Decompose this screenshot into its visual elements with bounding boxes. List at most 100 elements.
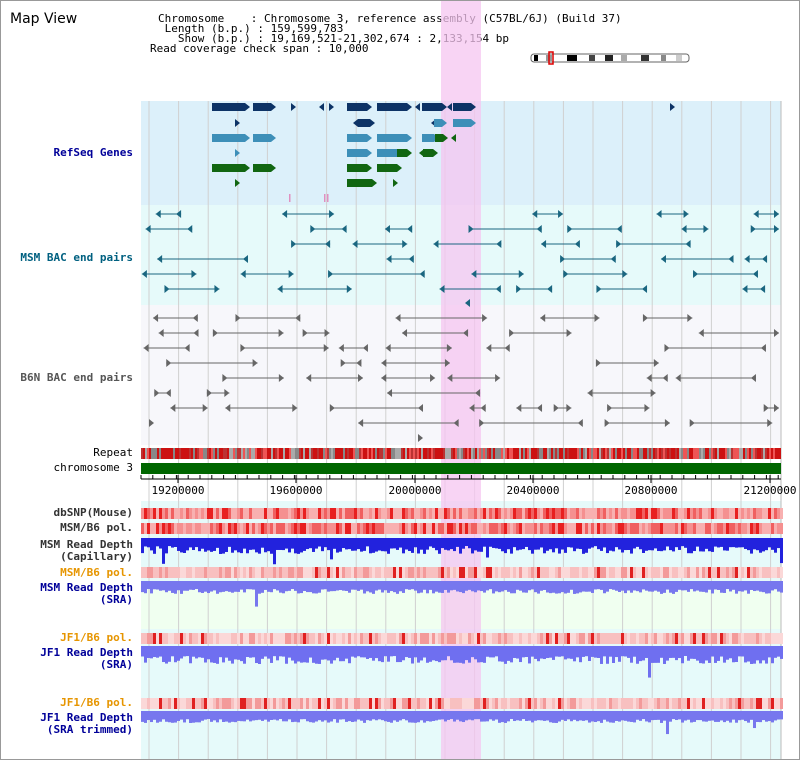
msm-b6-pol-sra-heat-cell <box>699 567 702 578</box>
track-label-dbsnp[interactable]: dbSNP(Mouse) <box>53 506 133 519</box>
jf1-b6-pol-trim-heat-cell <box>387 698 390 709</box>
jf1-depth-trim-bar <box>453 711 456 722</box>
msm-b6-pol-sra-heat-cell <box>291 567 294 578</box>
msm-depth-sra-bar <box>153 581 156 590</box>
msm-b6-pol-sra-heat-cell <box>330 567 333 578</box>
repeat-segment <box>627 448 629 459</box>
msm-depth-capillary-bar <box>156 538 159 547</box>
repeat-segment <box>403 448 405 459</box>
jf1-b6-pol-heat-cell <box>267 633 270 644</box>
track-label-refseq[interactable]: RefSeq Genes <box>53 146 133 159</box>
msm-depth-sra-bar <box>729 581 732 592</box>
dbsnp-heat-cell <box>447 508 450 519</box>
jf1-b6-pol-heat-cell <box>606 633 609 644</box>
msm-depth-sra-bar <box>660 581 663 594</box>
msm-b6-pol-heat-cell <box>708 523 711 534</box>
jf1-depth-trim-bar <box>750 711 753 720</box>
repeat-segment <box>193 448 195 459</box>
jf1-depth-sra-bar <box>507 646 510 661</box>
dbsnp-heat-cell <box>681 508 684 519</box>
repeat-segment <box>607 448 609 459</box>
chromosome-bar <box>141 463 781 474</box>
msm-b6-pol-sra-heat-cell <box>771 567 774 578</box>
jf1-depth-trim-bar <box>519 711 522 721</box>
msm-depth-capillary-bar <box>567 538 570 548</box>
bac-end-marker <box>418 404 424 412</box>
track-label-jf1-b6-pol[interactable]: JF1/B6 pol. <box>60 631 133 644</box>
msm-b6-pol-heat-cell <box>495 523 498 534</box>
msm-b6-pol-sra-heat-cell <box>423 567 426 578</box>
jf1-depth-trim-bar <box>762 711 765 721</box>
repeat-segment <box>307 448 309 459</box>
track-label-msm-bac[interactable]: MSM BAC end pairs <box>20 251 133 264</box>
jf1-b6-pol-trim-heat-cell <box>375 698 378 709</box>
dbsnp-heat-cell <box>171 508 174 519</box>
bac-end-marker <box>302 329 308 337</box>
msm-b6-pol-sra-heat-cell <box>693 567 696 578</box>
track-label-jf1-depth-trim[interactable]: JF1 Read Depth <box>40 711 133 724</box>
track-label-msm-depth-sra[interactable]: MSM Read Depth <box>40 581 133 594</box>
msm-depth-sra-bar <box>675 581 678 592</box>
dbsnp-heat-cell <box>741 508 744 519</box>
bac-end-marker <box>325 240 331 248</box>
bac-end-marker <box>693 270 699 278</box>
msm-depth-sra-bar <box>594 581 597 590</box>
dbsnp-heat-cell <box>723 508 726 519</box>
msm-b6-pol-heat-cell <box>354 523 357 534</box>
bac-end-marker <box>516 285 522 293</box>
dbsnp-heat-cell <box>735 508 738 519</box>
dbsnp-heat-cell <box>624 508 627 519</box>
msm-b6-pol-sra-heat-cell <box>594 567 597 578</box>
msm-b6-pol-sra-heat-cell <box>609 567 612 578</box>
jf1-depth-trim-bar <box>636 711 639 720</box>
jf1-b6-pol-heat-cell <box>777 633 780 644</box>
dbsnp-heat-cell <box>567 508 570 519</box>
msm-depth-capillary-bar <box>513 538 516 548</box>
track-label-msm-depth-capillary[interactable]: MSM Read Depth <box>40 538 133 551</box>
track-label-b6n-bac[interactable]: B6N BAC end pairs <box>20 371 133 384</box>
jf1-b6-pol-trim-heat-cell <box>567 698 570 709</box>
jf1-depth-trim-bar <box>570 711 573 722</box>
jf1-depth-trim-bar <box>261 711 264 721</box>
jf1-b6-pol-trim-heat-cell <box>561 698 564 709</box>
msm-b6-pol-heat-cell <box>399 523 402 534</box>
page-title: Map View <box>10 11 78 27</box>
dbsnp-heat-cell <box>267 508 270 519</box>
track-label-repeat: Repeat <box>93 446 133 459</box>
jf1-depth-trim-bar <box>375 711 378 721</box>
track-label-jf1-b6-pol-trim[interactable]: JF1/B6 pol. <box>60 696 133 709</box>
jf1-depth-sra-bar <box>327 646 330 661</box>
jf1-depth-sra-bar <box>471 646 474 658</box>
track-label-msm-b6-pol[interactable]: MSM/B6 pol. <box>60 521 133 534</box>
msm-b6-pol-heat-cell <box>624 523 627 534</box>
gene-exon <box>422 134 434 142</box>
msm-b6-pol-heat-cell <box>207 523 210 534</box>
bac-end-marker <box>681 225 687 233</box>
jf1-b6-pol-heat-cell <box>387 633 390 644</box>
repeat-segment <box>743 448 745 459</box>
msm-b6-pol-heat-cell <box>171 523 174 534</box>
jf1-b6-pol-trim-heat-cell <box>426 698 429 709</box>
repeat-segment <box>197 448 199 459</box>
msm-depth-capillary-bar <box>738 538 741 548</box>
ideogram-band <box>621 55 627 61</box>
msm-b6-pol-heat-cell <box>462 523 465 534</box>
jf1-b6-pol-heat-cell <box>369 633 372 644</box>
jf1-depth-sra-bar <box>759 646 762 664</box>
jf1-b6-pol-heat-cell <box>573 633 576 644</box>
msm-depth-sra-bar <box>399 581 402 592</box>
jf1-depth-trim-bar <box>216 711 219 723</box>
msm-depth-sra-bar <box>219 581 222 593</box>
repeat-segment <box>753 448 755 459</box>
msm-b6-pol-sra-heat-cell <box>168 567 171 578</box>
jf1-depth-sra-bar <box>342 646 345 662</box>
jf1-depth-sra-bar <box>678 646 681 659</box>
msm-depth-sra-bar <box>363 581 366 594</box>
msm-depth-sra-bar <box>210 581 213 592</box>
track-label-jf1-depth-sra[interactable]: JF1 Read Depth <box>40 646 133 659</box>
repeat-segment <box>415 448 417 459</box>
track-label-msm-b6-pol-sra[interactable]: MSM/B6 pol. <box>60 566 133 579</box>
msm-depth-capillary-bar <box>588 538 591 549</box>
repeat-segment <box>287 448 289 459</box>
